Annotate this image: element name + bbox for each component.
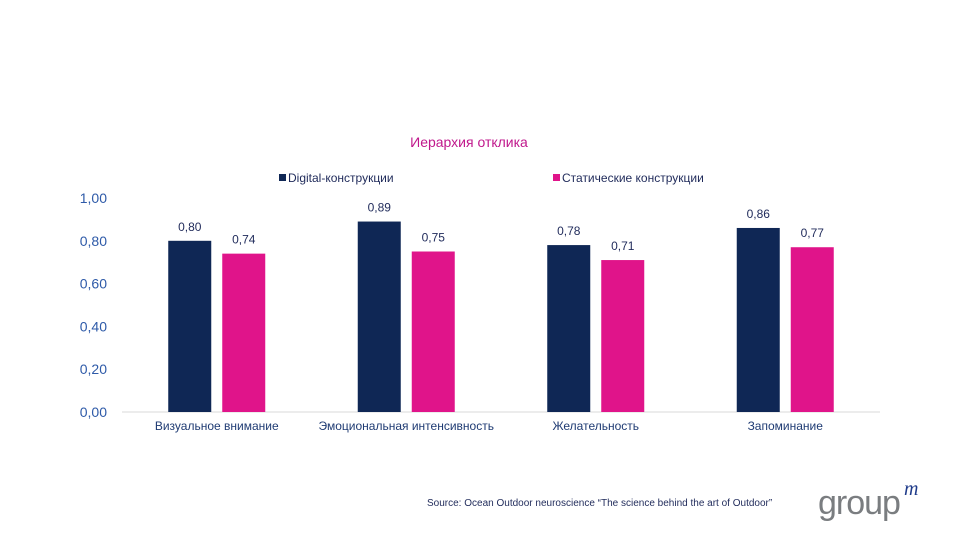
data-label: 0,77	[801, 226, 825, 240]
y-tick-label: 0,20	[80, 361, 107, 377]
x-category-label: Желательность	[552, 419, 639, 433]
bar-series2-cat3	[601, 260, 645, 412]
logo-superscript: m	[904, 478, 919, 500]
legend-swatch-2	[553, 174, 560, 181]
legend-label-2: Статические конструкции	[562, 171, 704, 185]
bar-series2-cat1	[222, 253, 266, 412]
x-category-label: Запоминание	[748, 419, 824, 433]
bar-series2-cat2	[411, 251, 455, 412]
data-label: 0,89	[368, 201, 392, 215]
bar-series1-cat4	[736, 227, 780, 412]
bar-series1-cat1	[168, 240, 212, 412]
bar-series1-cat3	[547, 245, 591, 412]
legend-swatch-1	[279, 174, 286, 181]
y-tick-label: 0,40	[80, 318, 107, 334]
x-category-label: Эмоциональная интенсивность	[319, 419, 494, 433]
logo-text: group	[818, 484, 901, 522]
y-tick-label: 0,80	[80, 233, 107, 249]
data-label: 0,80	[178, 220, 202, 234]
y-tick-label: 0,60	[80, 276, 107, 292]
bar-series1-cat2	[357, 221, 401, 412]
bar-series2-cat4	[790, 247, 834, 412]
chart-title: Иерархия отклика	[410, 134, 528, 150]
data-label: 0,86	[747, 207, 771, 221]
y-tick-label: 1,00	[80, 190, 107, 206]
x-category-label: Визуальное внимание	[155, 419, 279, 433]
data-label: 0,71	[611, 239, 635, 253]
legend-label-1: Digital-конструкции	[288, 171, 394, 185]
data-label: 0,78	[557, 224, 581, 238]
data-label: 0,74	[232, 233, 256, 247]
source-note: Source: Ocean Outdoor neuroscience “The …	[427, 498, 773, 509]
y-tick-label: 0,00	[80, 404, 107, 420]
groupm-logo: group m	[818, 478, 938, 528]
data-label: 0,75	[422, 231, 446, 245]
